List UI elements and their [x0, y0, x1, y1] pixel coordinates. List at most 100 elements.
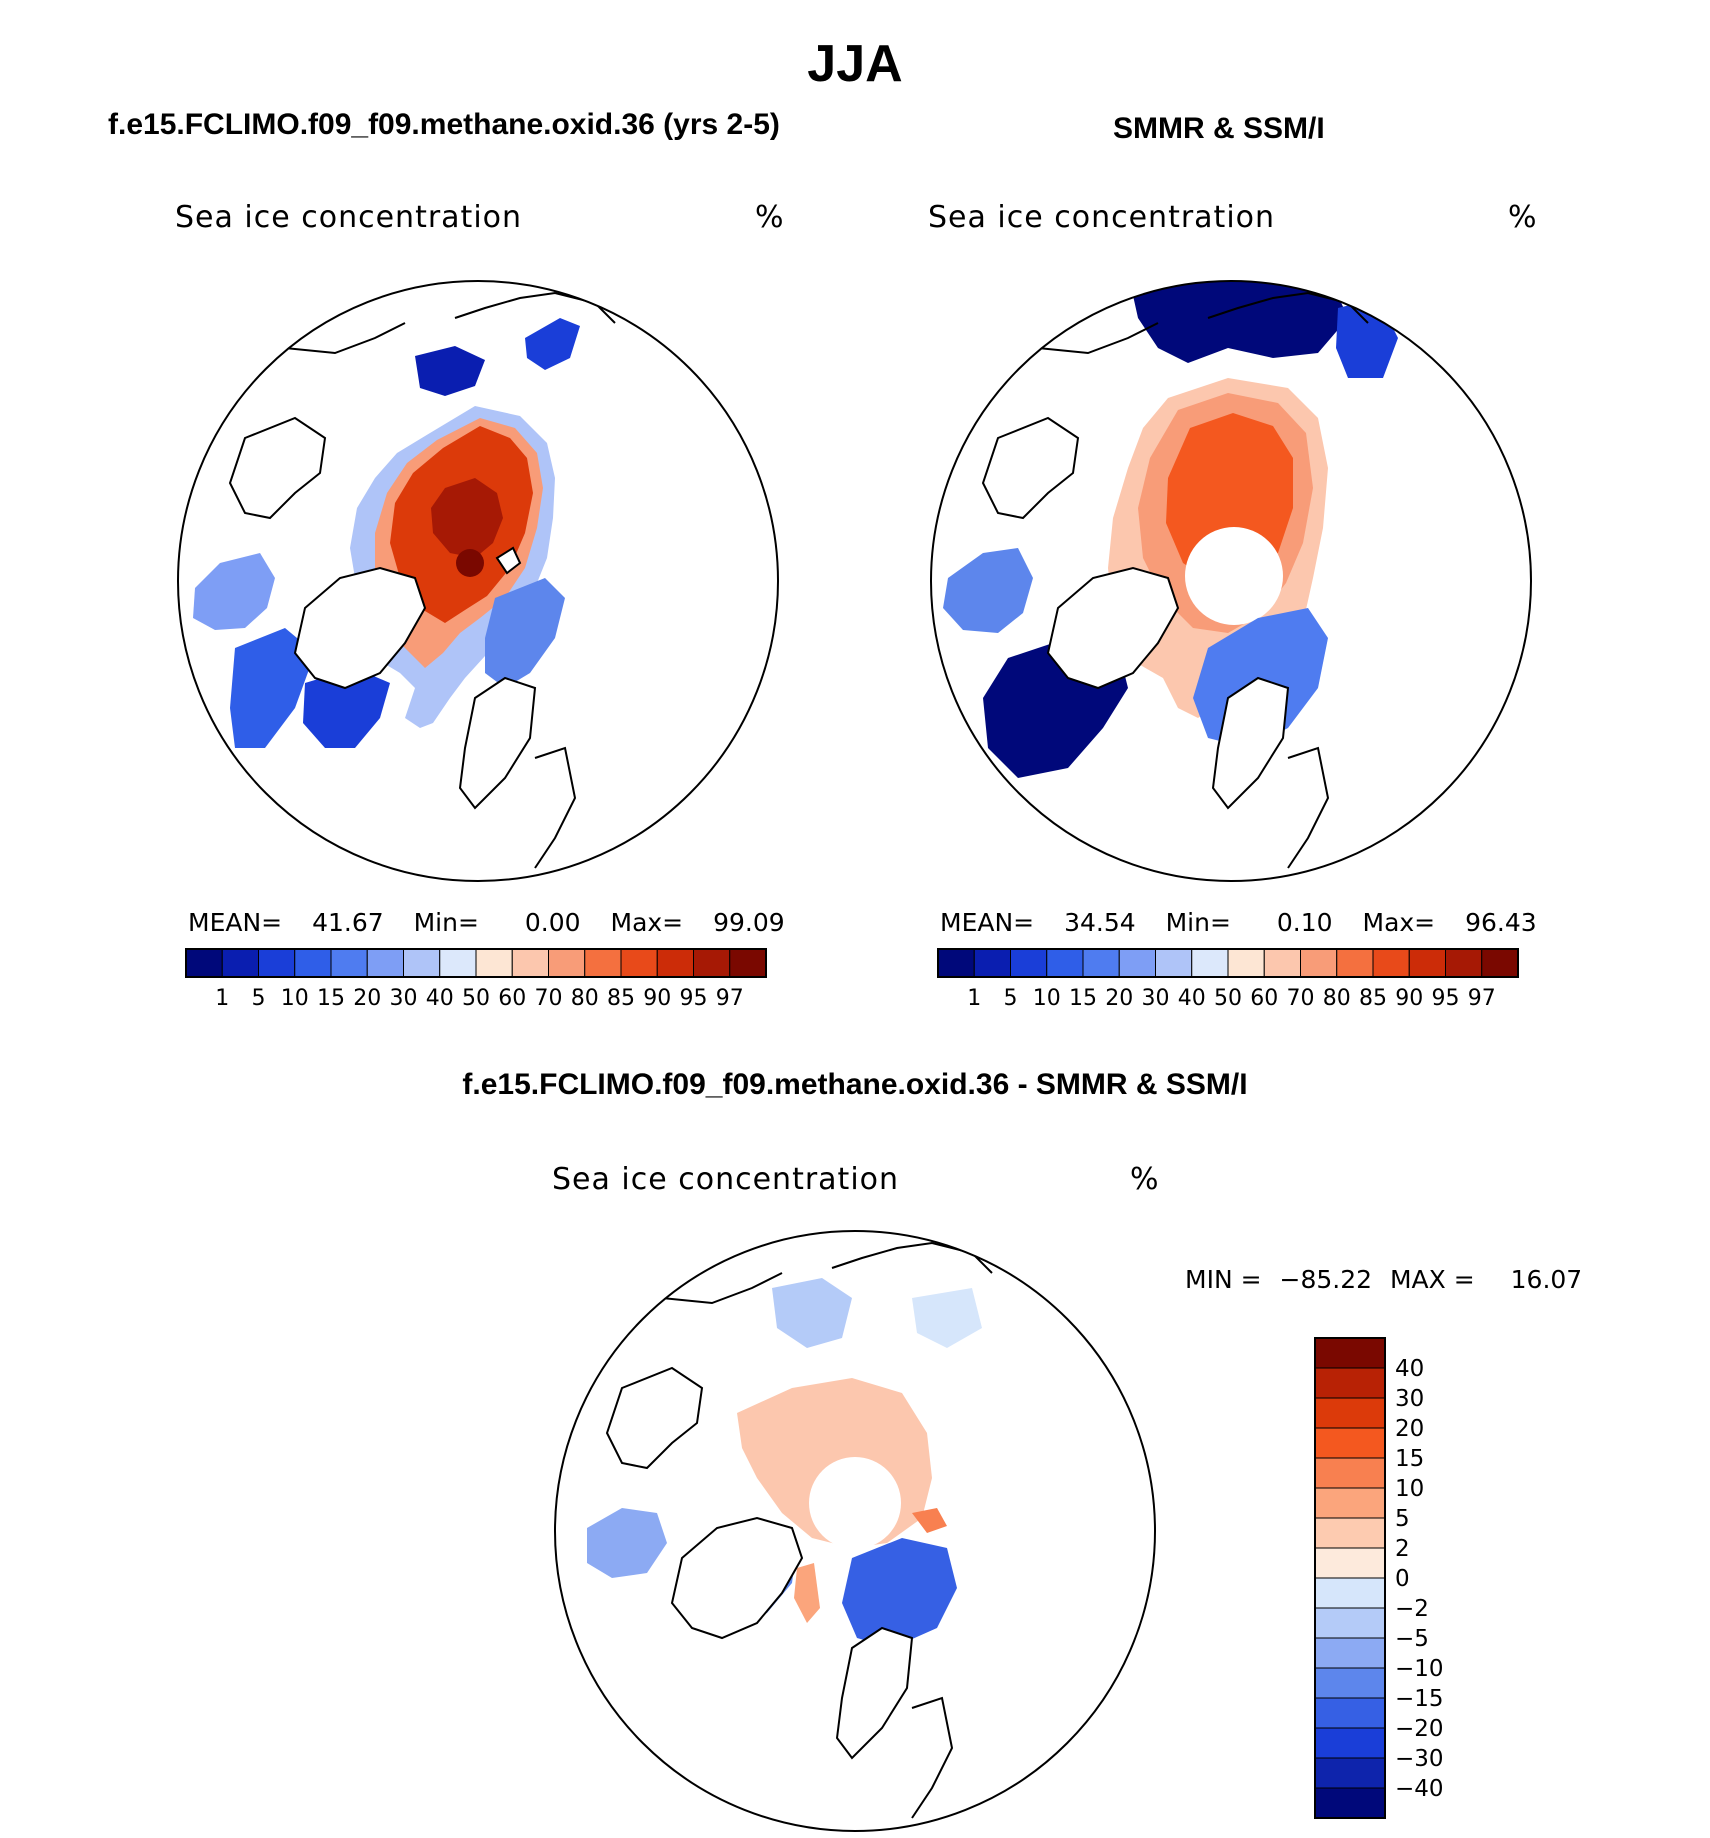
colorbar-tick-label: 97 [716, 986, 744, 1011]
panel3-title: f.e15.FCLIMO.f09_f09.methane.oxid.36 - S… [462, 1068, 1248, 1101]
colorbar-tick-label: 5 [1395, 1506, 1410, 1532]
colorbar-swatch [475, 948, 513, 978]
pole-hole [809, 1457, 901, 1549]
figure-title: JJA [807, 35, 903, 93]
colorbar-swatch [1082, 948, 1120, 978]
colorbar-tick-label: 50 [1214, 986, 1242, 1011]
max-label: Max= [610, 908, 684, 937]
panel2-title: SMMR & SSM/I [1113, 112, 1325, 145]
colorbar-tick-label: −15 [1395, 1686, 1444, 1712]
colorbar-tick-label: −5 [1395, 1626, 1429, 1652]
colorbar-swatch [1314, 1427, 1386, 1459]
colorbar-swatch [511, 948, 549, 978]
greenland-land [1046, 566, 1180, 690]
colorbar-tick-label: 70 [1287, 986, 1315, 1011]
panel1-title: f.e15.FCLIMO.f09_f09.methane.oxid.36 (yr… [108, 108, 780, 141]
colorbar-swatch [1046, 948, 1084, 978]
colorbar-tick-label: 10 [1395, 1476, 1424, 1502]
pole-hole [1185, 527, 1283, 625]
colorbar-swatch [1010, 948, 1048, 978]
diff-kara-pos [912, 1508, 947, 1533]
map-boundary [554, 1230, 1156, 1832]
ice-verylow-fram [303, 668, 390, 748]
max-label: Max= [1362, 908, 1436, 937]
colorbar-swatch [1314, 1487, 1386, 1519]
colorbar-tick-label: 60 [498, 986, 526, 1011]
scandinavia-land [458, 676, 537, 810]
europe-coast [1287, 746, 1330, 869]
europe-coast [534, 746, 577, 869]
max-value: 96.43 [1465, 908, 1537, 937]
colorbar-tick-label: 85 [607, 986, 635, 1011]
colorbar-tick-label: 40 [1178, 986, 1206, 1011]
colorbar-swatch [1314, 1457, 1386, 1489]
colorbar-frame [1314, 1337, 1386, 1819]
colorbar-swatch [1227, 948, 1265, 978]
scandinavia-land [835, 1626, 914, 1760]
greenland-land [670, 1516, 804, 1640]
colorbar-swatch [221, 948, 259, 978]
panel2-polar-map [930, 280, 1532, 882]
panel2-variable-label: Sea ice concentration [928, 200, 1276, 235]
ice-max-spot [456, 549, 484, 577]
colorbar-swatch [729, 948, 767, 978]
colorbar-swatch [1314, 1787, 1386, 1819]
diff-barents-neg [842, 1538, 957, 1648]
colorbar-swatch [330, 948, 368, 978]
diff-pacific-east-neg [912, 1288, 982, 1348]
colorbar-tick-label: 70 [535, 986, 563, 1011]
colorbar-tick-label: 15 [317, 986, 345, 1011]
canada-land [981, 416, 1080, 520]
colorbar-tick-label: 1 [967, 986, 981, 1011]
colorbar-tick-label: −2 [1395, 1596, 1429, 1622]
colorbar-frame [937, 948, 1519, 978]
map-boundary [177, 280, 779, 882]
colorbar-swatch [1314, 1367, 1386, 1399]
min-value: 0.00 [524, 908, 581, 937]
max-label: MAX = [1389, 1265, 1475, 1294]
canada-land [605, 1366, 704, 1470]
europe-coast [911, 1696, 954, 1819]
max-value: 16.07 [1510, 1265, 1583, 1294]
ice-core [431, 478, 503, 558]
colorbar-tick-label: 60 [1250, 986, 1278, 1011]
diff-hudson-neg [587, 1508, 667, 1578]
colorbar-swatch [973, 948, 1011, 978]
colorbar-swatch [1314, 1757, 1386, 1789]
colorbar-swatch [1481, 948, 1519, 978]
colorbar-swatch [1300, 948, 1338, 978]
colorbar-tick-label: 1 [215, 986, 229, 1011]
panel1-units-label: % [755, 200, 785, 235]
greenland-land [293, 566, 427, 690]
ice-low-hudson [193, 553, 275, 630]
min-label: Min= [413, 908, 479, 937]
panel2-colorbar: 1 5 10 15 20 30 40 50 60 70 80 85 90 95 97 [937, 948, 1519, 1011]
ice-low-pacific [415, 346, 485, 396]
colorbar-swatch [656, 948, 694, 978]
panel1-colorbar: 1 5 10 15 20 30 40 50 60 70 80 85 90 95 97 [185, 948, 767, 1011]
min-label: MIN = [1185, 1265, 1262, 1294]
colorbar-tick-label: −30 [1395, 1746, 1444, 1772]
colorbar-swatch [1155, 948, 1193, 978]
colorbar-swatch [1314, 1637, 1386, 1669]
colorbar-tick-label: 30 [1142, 986, 1170, 1011]
colorbar-swatch [1314, 1547, 1386, 1579]
colorbar-tick-label: 90 [643, 986, 671, 1011]
ice-low-hudson [943, 548, 1033, 633]
colorbar-tick-label: 80 [1323, 986, 1351, 1011]
colorbar-swatch [1314, 1517, 1386, 1549]
ice-low-pacific-east [525, 318, 580, 370]
colorbar-swatch [258, 948, 296, 978]
min-label: Min= [1165, 908, 1231, 937]
colorbar-tick-label: 5 [252, 986, 266, 1011]
colorbar-swatch [403, 948, 441, 978]
colorbar-swatch [366, 948, 404, 978]
colorbar-tick-label: −40 [1395, 1776, 1444, 1802]
colorbar-tick-label: 50 [462, 986, 490, 1011]
colorbar-tick-label: 20 [1105, 986, 1133, 1011]
panel1-variable-label: Sea ice concentration [175, 200, 523, 235]
panel3-variable-label: Sea ice concentration [552, 1162, 900, 1197]
ice-low-baffin [230, 628, 315, 748]
colorbar-tick-label: 20 [1395, 1416, 1424, 1442]
